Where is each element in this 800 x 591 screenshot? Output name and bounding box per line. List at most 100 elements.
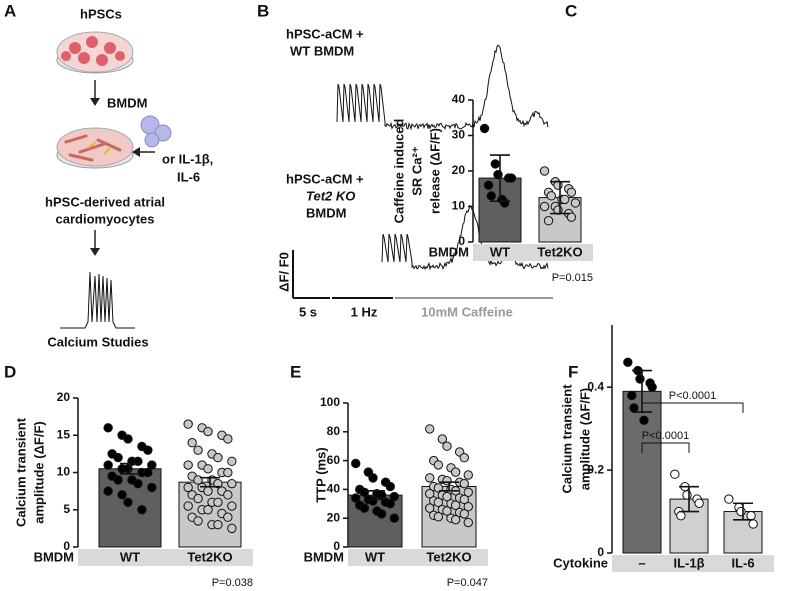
data-point <box>368 473 378 483</box>
data-point <box>351 493 361 503</box>
data-point <box>463 501 473 512</box>
data-point <box>437 434 448 444</box>
y-tick-label: 60 <box>327 453 341 467</box>
y-tick-label: 0 <box>597 545 604 559</box>
data-point <box>213 519 223 530</box>
data-point <box>682 490 692 500</box>
x-tick-label: WT <box>120 549 140 564</box>
data-point <box>213 452 223 463</box>
data-point <box>546 191 556 201</box>
data-point <box>746 510 756 521</box>
data-point <box>193 516 203 526</box>
p-value: P=0.015 <box>552 272 593 284</box>
data-point <box>183 482 193 493</box>
data-point <box>539 201 550 212</box>
data-point <box>103 460 113 470</box>
data-point <box>123 497 133 507</box>
label: hPSC-aCM + <box>286 26 364 41</box>
label: 5 s <box>299 304 317 319</box>
data-point <box>183 460 193 470</box>
y-axis-label: release (ΔF/F) <box>427 128 442 214</box>
annotation: P<0.0001 <box>642 430 689 442</box>
data-point <box>483 180 494 190</box>
data-point <box>459 494 469 505</box>
dish <box>56 31 134 73</box>
data-point <box>694 498 704 508</box>
group-band <box>473 244 593 261</box>
group-label: BMDM <box>429 244 469 259</box>
y-tick-label: 20 <box>327 510 341 524</box>
y-axis-label: amplitude (ΔF/F) <box>577 388 592 491</box>
panel-letter: F <box>568 362 578 381</box>
data-point <box>123 434 133 444</box>
arrow-head <box>132 147 140 157</box>
data-point <box>113 452 123 463</box>
data-point <box>193 493 203 504</box>
data-point <box>351 458 361 469</box>
data-point <box>203 426 213 437</box>
y-tick-label: 30 <box>452 128 466 142</box>
data-point <box>570 198 581 208</box>
error-bar <box>733 502 753 521</box>
bar <box>622 390 662 554</box>
x-tick-label: Tet2KO <box>426 549 471 564</box>
x-tick-label: Tet2KO <box>537 244 582 259</box>
data-point <box>143 445 153 455</box>
x-tick-label: WT <box>365 549 385 564</box>
data-point <box>103 486 113 496</box>
data-point <box>490 159 500 169</box>
label: Calcium Studies <box>47 334 148 349</box>
macrophages <box>140 115 172 148</box>
data-point <box>566 187 577 198</box>
error-bar <box>120 462 140 475</box>
data-point <box>143 467 153 478</box>
label: ΔF/ F0 <box>276 252 291 292</box>
x-tick-label: Tet2KO <box>187 549 232 564</box>
data-point <box>223 490 233 500</box>
data-point <box>147 460 157 470</box>
data-point <box>425 503 435 513</box>
activated-cells <box>87 141 111 155</box>
data-point <box>147 482 157 493</box>
data-point <box>463 517 473 528</box>
panel-letter: B <box>257 1 269 20</box>
data-point <box>187 438 197 448</box>
data-point <box>183 501 193 511</box>
data-point <box>500 198 510 208</box>
panel-letter: A <box>4 1 16 20</box>
y-tick-label: 0 <box>458 234 465 248</box>
y-tick-label: 10 <box>57 465 71 479</box>
data-point <box>629 403 639 413</box>
data-point <box>203 505 213 515</box>
label: or IL-1β, <box>162 151 213 166</box>
x-tick-label: IL-1β <box>673 555 704 570</box>
data-point <box>223 512 233 522</box>
y-tick-label: 5 <box>63 502 70 516</box>
x-tick-label: IL-6 <box>731 555 754 570</box>
annotation: P<0.0001 <box>669 390 716 402</box>
y-axis-label: amplitude (ΔF/F) <box>31 421 46 524</box>
data-point <box>389 491 399 502</box>
data-point <box>442 491 452 502</box>
error-bar <box>439 481 459 492</box>
data-point <box>433 460 444 470</box>
data-point <box>376 509 387 519</box>
data-point <box>450 467 461 477</box>
label: BMDM <box>306 205 346 220</box>
data-point <box>676 510 686 521</box>
y-tick-label: 15 <box>57 427 71 441</box>
data-point <box>486 191 496 201</box>
data-point <box>227 456 237 467</box>
data-point <box>389 513 399 523</box>
data-point <box>459 509 469 519</box>
data-point <box>193 445 203 455</box>
data-point <box>442 441 452 451</box>
data-point <box>670 469 680 479</box>
data-point <box>133 478 143 489</box>
data-point <box>359 503 370 513</box>
myocytes <box>64 134 122 162</box>
data-point <box>223 467 233 478</box>
arrow-head <box>90 98 100 106</box>
label: Tet2 KO <box>306 188 355 203</box>
